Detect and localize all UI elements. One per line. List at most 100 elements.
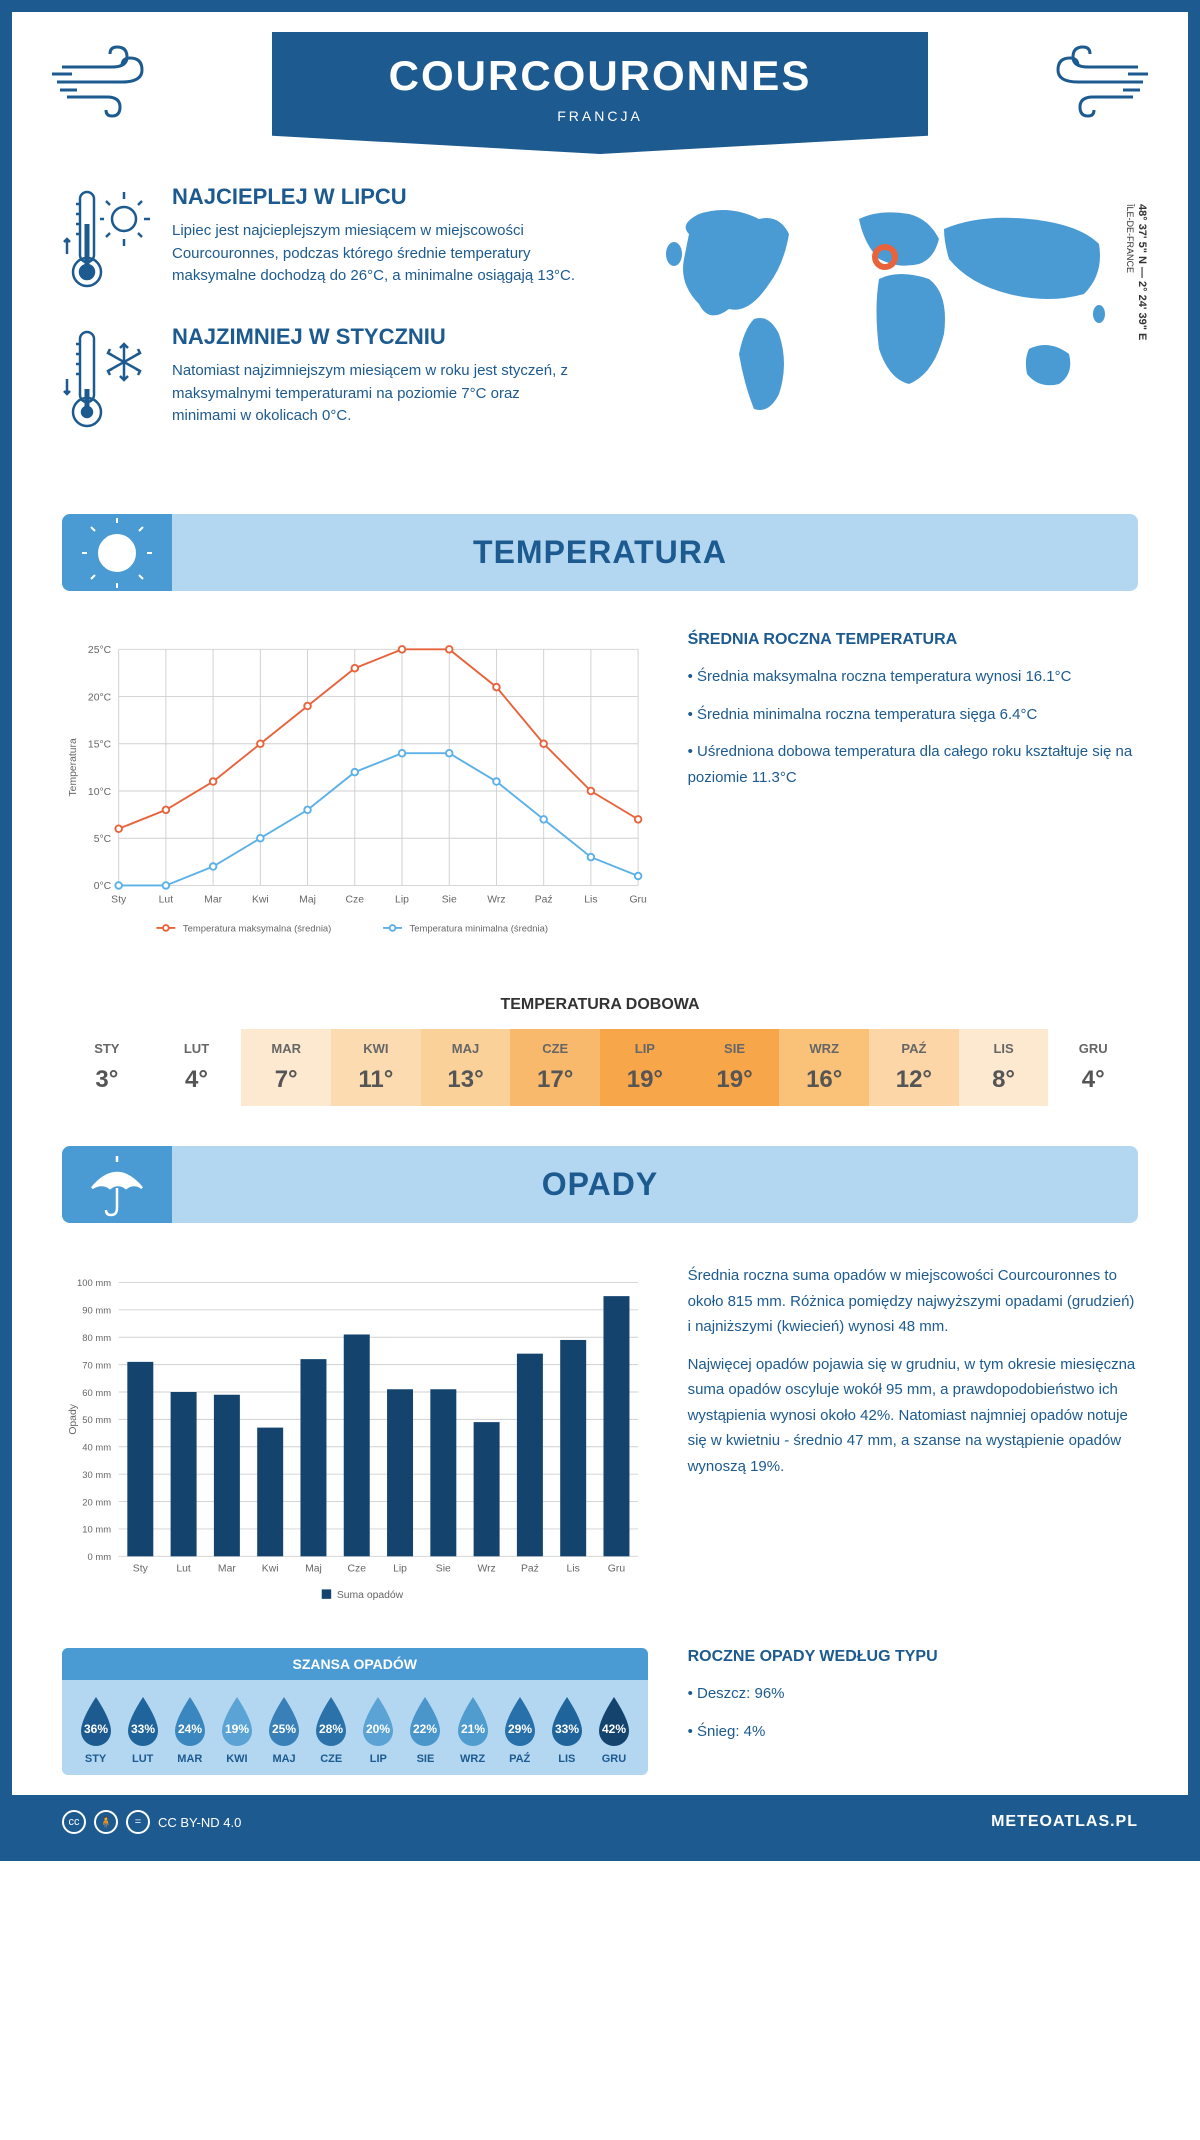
svg-text:Sie: Sie <box>442 894 457 905</box>
temp-cell-month: LIP <box>600 1041 690 1056</box>
temp-line-chart: 0°C5°C10°C15°C20°C25°CStyLutMarKwiMajCze… <box>62 631 648 956</box>
temp-cell-month: MAR <box>241 1041 331 1056</box>
temp-cell-month: MAJ <box>421 1041 511 1056</box>
chance-month: LUT <box>122 1753 164 1765</box>
precip-p1: Średnia roczna suma opadów w miejscowośc… <box>688 1263 1138 1340</box>
temp-cell-value: 13° <box>421 1066 511 1094</box>
svg-text:20°C: 20°C <box>88 692 112 703</box>
nd-icon: = <box>126 1810 150 1834</box>
svg-text:Lis: Lis <box>584 894 597 905</box>
chance-drop: 20%LIP <box>357 1695 399 1765</box>
chance-month: STY <box>75 1753 117 1765</box>
svg-text:Lut: Lut <box>159 894 174 905</box>
svg-text:20 mm: 20 mm <box>82 1497 111 1508</box>
precip-p2: Najwięcej opadów pojawia się w grudniu, … <box>688 1352 1138 1480</box>
svg-text:20%: 20% <box>366 1722 390 1736</box>
temp-cell: MAR7° <box>241 1029 331 1106</box>
precip-type-item: • Śnieg: 4% <box>688 1719 1138 1745</box>
chance-month: GRU <box>593 1753 635 1765</box>
wind-icon <box>52 42 172 122</box>
chance-drop: 28%CZE <box>310 1695 352 1765</box>
svg-text:10 mm: 10 mm <box>82 1525 111 1536</box>
svg-text:19%: 19% <box>225 1722 249 1736</box>
svg-text:22%: 22% <box>413 1722 437 1736</box>
temp-cell-value: 12° <box>869 1066 959 1094</box>
header-banner: COURCOURONNES FRANCJA <box>272 32 928 154</box>
svg-text:Paź: Paź <box>535 894 553 905</box>
svg-text:25°C: 25°C <box>88 645 112 656</box>
cc-icon: cc <box>62 1810 86 1834</box>
footer: cc 🧍 = CC BY-ND 4.0 METEOATLAS.PL <box>12 1795 1188 1849</box>
temp-cell-value: 8° <box>959 1066 1049 1094</box>
svg-text:Kwi: Kwi <box>262 1563 279 1574</box>
svg-text:Lut: Lut <box>176 1563 191 1574</box>
daily-temp-section: TEMPERATURA DOBOWA STY3°LUT4°MAR7°KWI11°… <box>12 976 1188 1126</box>
page-subtitle: FRANCJA <box>272 108 928 124</box>
svg-text:21%: 21% <box>461 1722 485 1736</box>
svg-text:Lis: Lis <box>567 1563 580 1574</box>
intro-section: NAJCIEPLEJ W LIPCU Lipiec jest najcieple… <box>12 154 1188 494</box>
svg-text:33%: 33% <box>555 1722 579 1736</box>
temp-cell: SIE19° <box>690 1029 780 1106</box>
svg-text:60 mm: 60 mm <box>82 1388 111 1399</box>
svg-text:Sty: Sty <box>111 894 127 905</box>
svg-text:Temperatura: Temperatura <box>68 738 79 796</box>
fact-warm-text: Lipiec jest najcieplejszym miesiącem w m… <box>172 220 580 288</box>
temp-cell: LUT4° <box>152 1029 242 1106</box>
temp-info: ŚREDNIA ROCZNA TEMPERATURA • Średnia mak… <box>688 631 1138 956</box>
temp-cell-month: LIS <box>959 1041 1049 1056</box>
chance-month: PAŹ <box>499 1753 541 1765</box>
svg-text:Paź: Paź <box>521 1563 539 1574</box>
temp-bullet: • Uśredniona dobowa temperatura dla całe… <box>688 739 1138 790</box>
svg-text:33%: 33% <box>131 1722 155 1736</box>
umbrella-icon <box>62 1146 172 1223</box>
chance-drop: 22% SIE <box>404 1695 446 1765</box>
svg-text:24%: 24% <box>178 1722 202 1736</box>
svg-text:42%: 42% <box>602 1722 626 1736</box>
svg-text:36%: 36% <box>84 1722 108 1736</box>
fact-cold-text: Natomiast najzimniejszym miesiącem w rok… <box>172 360 580 428</box>
world-map-icon <box>620 184 1138 444</box>
precip-info: Średnia roczna suma opadów w miejscowośc… <box>688 1263 1138 1628</box>
chance-drop: 25%MAJ <box>263 1695 305 1765</box>
svg-text:Kwi: Kwi <box>252 894 269 905</box>
temp-cell-value: 11° <box>331 1066 421 1094</box>
temp-cell: CZE17° <box>510 1029 600 1106</box>
precip-chart-row: 0 mm10 mm20 mm30 mm40 mm50 mm60 mm70 mm8… <box>12 1243 1188 1648</box>
fact-cold-title: NAJZIMNIEJ W STYCZNIU <box>172 324 580 350</box>
svg-text:40 mm: 40 mm <box>82 1443 111 1454</box>
svg-text:50 mm: 50 mm <box>82 1415 111 1426</box>
svg-text:Wrz: Wrz <box>487 894 505 905</box>
svg-text:Mar: Mar <box>204 894 222 905</box>
svg-text:Cze: Cze <box>348 1563 367 1574</box>
site-name: METEOATLAS.PL <box>991 1813 1138 1831</box>
svg-text:Sie: Sie <box>436 1563 451 1574</box>
chance-month: KWI <box>216 1753 258 1765</box>
svg-text:80 mm: 80 mm <box>82 1333 111 1344</box>
svg-text:100 mm: 100 mm <box>77 1278 111 1289</box>
temp-bullet: • Średnia maksymalna roczna temperatura … <box>688 664 1138 690</box>
temp-cell: MAJ 13° <box>421 1029 511 1106</box>
svg-text:Gru: Gru <box>629 894 647 905</box>
svg-text:Gru: Gru <box>608 1563 626 1574</box>
svg-text:Maj: Maj <box>299 894 316 905</box>
temp-cell-value: 19° <box>600 1066 690 1094</box>
chance-month: SIE <box>404 1753 446 1765</box>
intro-map: 48° 37' 5" N — 2° 24' 39" E ÎLE-DE-FRANC… <box>620 184 1138 464</box>
svg-text:Temperatura maksymalna (średni: Temperatura maksymalna (średnia) <box>183 924 331 935</box>
temp-cell-month: STY <box>62 1041 152 1056</box>
chance-drop: 36% STY <box>75 1695 117 1765</box>
temp-cell-month: GRU <box>1048 1041 1138 1056</box>
temp-cell-month: PAŹ <box>869 1041 959 1056</box>
sun-icon <box>62 514 172 591</box>
temp-cell: LIP 19° <box>600 1029 690 1106</box>
temp-cell: WRZ16° <box>779 1029 869 1106</box>
chance-drop: 24%MAR <box>169 1695 211 1765</box>
temp-cell-month: CZE <box>510 1041 600 1056</box>
temp-info-title: ŚREDNIA ROCZNA TEMPERATURA <box>688 631 1138 649</box>
coords-region: ÎLE-DE-FRANCE <box>1125 204 1135 273</box>
section-header-precip: OPADY <box>62 1146 1138 1223</box>
section-header-temp: TEMPERATURA <box>62 514 1138 591</box>
thermometer-sun-icon <box>62 184 152 294</box>
svg-text:Opady: Opady <box>68 1403 79 1434</box>
